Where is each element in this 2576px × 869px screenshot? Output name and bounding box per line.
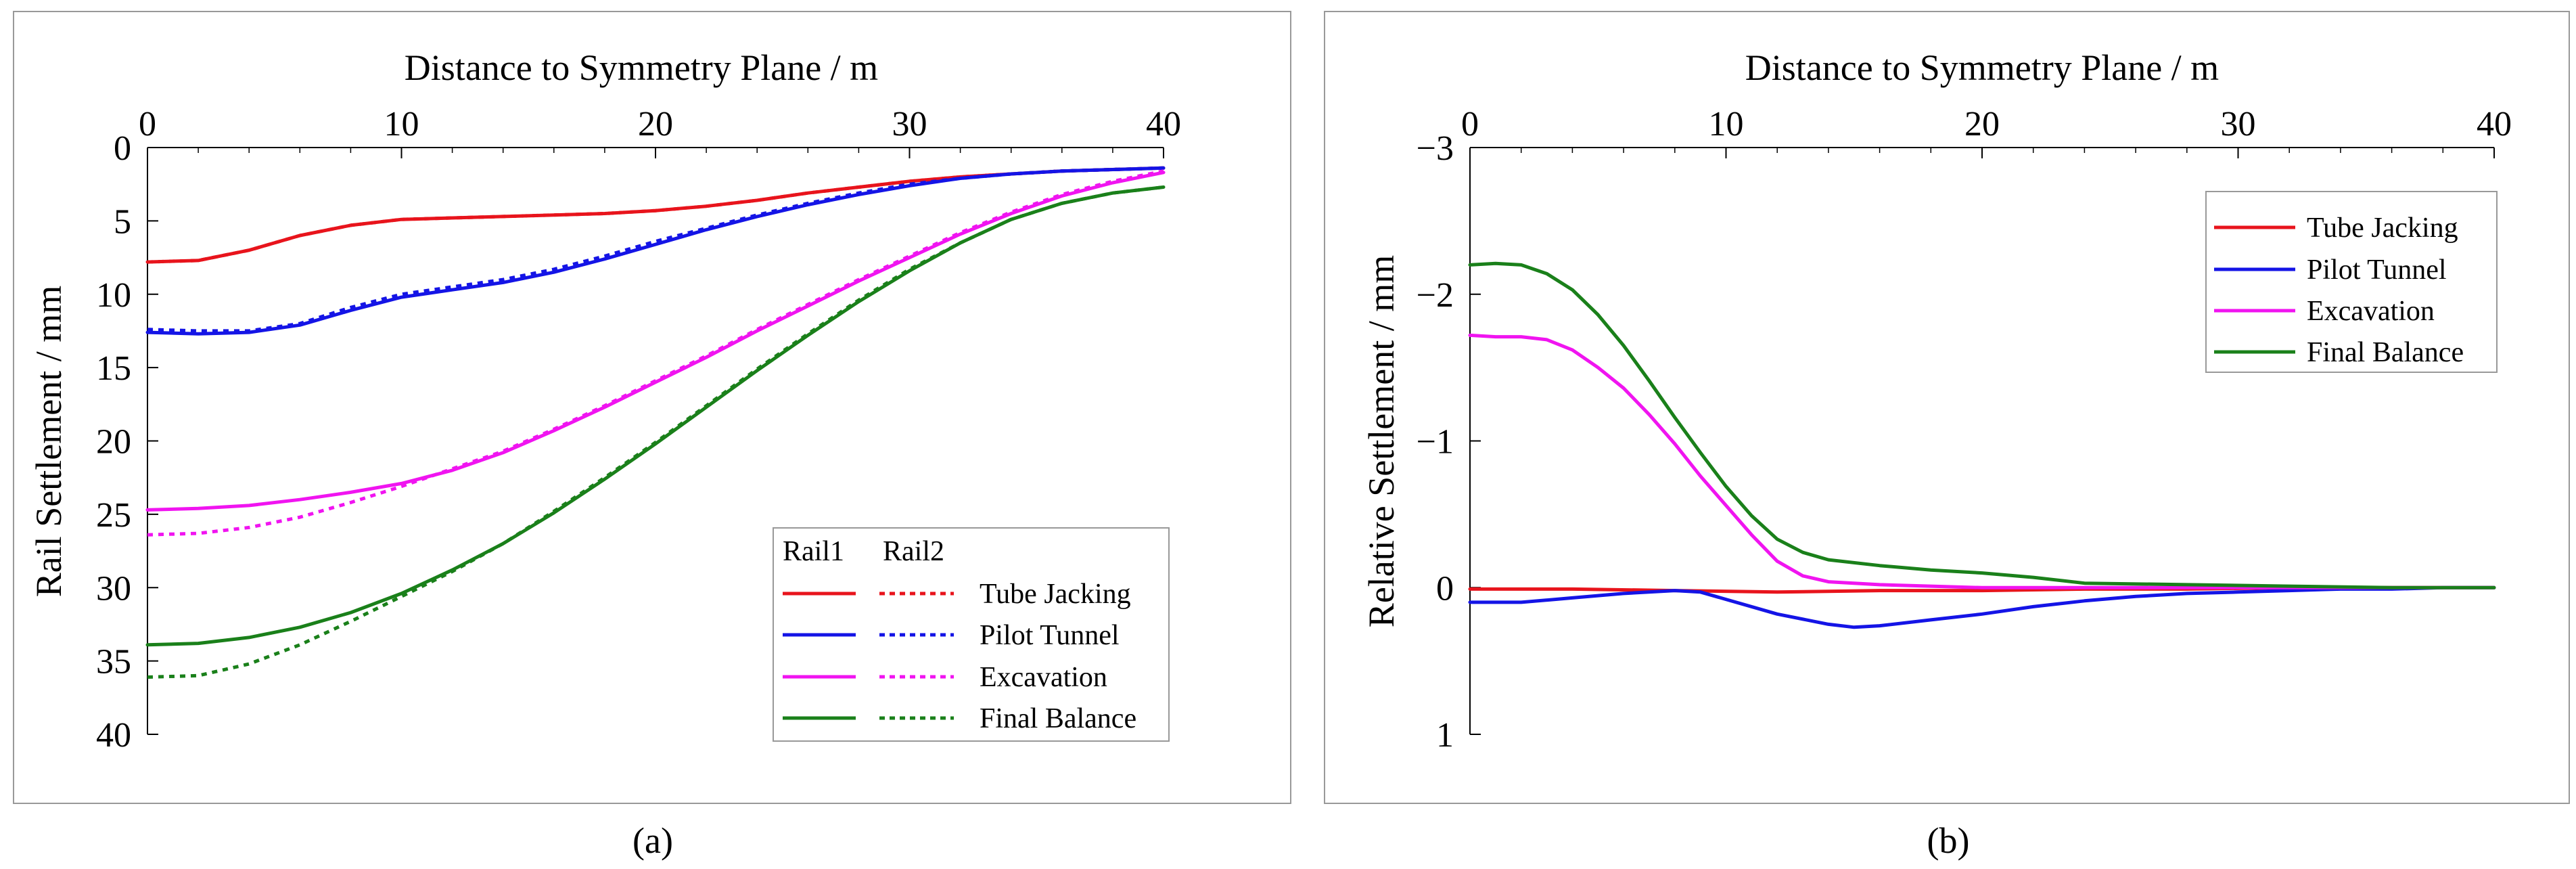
panel-b: Distance to Symmetry Plane / m Relative …	[1324, 11, 2570, 861]
panel-a-x-tick-label: 30	[892, 105, 927, 143]
panel-a-y-tick-label: 5	[114, 202, 131, 241]
panel-b-x-tick-label: 30	[2221, 105, 2256, 143]
panel-b-plot	[1468, 261, 2496, 629]
panel-a-caption: (a)	[632, 820, 673, 861]
panel-a-legend: Rail1 Rail2 Tube Jacking Pilot Tunnel Ex…	[773, 527, 1170, 742]
panel-b-x-tick-label: 40	[2477, 105, 2512, 143]
panel-a-legend-header-rail2: Rail2	[883, 536, 944, 567]
panel-a-x-tick-label: 20	[638, 105, 673, 143]
panel-a-y-tick-label: 40	[96, 716, 131, 755]
panel-a-series-pilot-tunnel-rail2	[147, 166, 1164, 333]
panel-a-series-excavation-rail1	[145, 171, 1166, 512]
panel-a-plot	[145, 166, 1166, 679]
panel-b-frame	[1324, 11, 2570, 804]
panel-b-x-tick-label: 10	[1709, 105, 1744, 143]
panel-b-caption: (b)	[1927, 820, 1970, 861]
panel-a-series-final-balance-rail2	[147, 185, 1164, 679]
panel-a-y-axis-title: Rail Settlement / mm	[28, 286, 69, 597]
panel-b-x-tick-label: 20	[1964, 105, 2000, 143]
panel-a-series-excavation-rail2	[147, 169, 1164, 537]
panel-b-y-tick-label: 0	[1436, 569, 1454, 608]
panel-b-series-final-balance	[1468, 261, 2496, 589]
panel-a-legend-header-rail1: Rail1	[783, 536, 844, 567]
panel-b-legend-label-final-balance: Final Balance	[2307, 337, 2464, 368]
panel-a-legend-label-excavation: Excavation	[980, 662, 1107, 693]
panel-a-y-tick-label: 10	[96, 276, 131, 315]
panel-a-x-tick-label: 10	[384, 105, 419, 143]
panel-a-legend-label-pilot-tunnel: Pilot Tunnel	[980, 620, 1120, 651]
panel-b-y-tick-label: 1	[1436, 716, 1454, 755]
panel-a-legend-label-tube-jacking: Tube Jacking	[980, 579, 1131, 610]
panel-b-y-axis-title: Relative Settlement / mm	[1361, 255, 1402, 627]
panel-a-y-tick-label: 15	[96, 349, 131, 388]
panel-a-x-tick-label: 40	[1146, 105, 1181, 143]
panel-b-series-pilot-tunnel	[1468, 585, 2496, 629]
panel-b-x-axis-title: Distance to Symmetry Plane / m	[1745, 47, 2219, 88]
panel-b-legend-label-pilot-tunnel: Pilot Tunnel	[2307, 254, 2447, 286]
panel-a-y-tick-label: 35	[96, 643, 131, 682]
panel-a-x-axis-title: Distance to Symmetry Plane / m	[405, 47, 878, 88]
panel-b-y-tick-label: −3	[1417, 129, 1454, 168]
panel-a-series-pilot-tunnel-rail1	[145, 166, 1166, 336]
panel-b-y-tick-label: −2	[1417, 276, 1454, 315]
panel-a-legend-label-final-balance: Final Balance	[980, 703, 1136, 734]
panel-b-series-excavation	[1468, 333, 2496, 589]
panel-a-y-tick-label: 25	[96, 496, 131, 535]
panel-a: Distance to Symmetry Plane / m Rail Sett…	[13, 11, 1291, 861]
panel-b-legend-label-excavation: Excavation	[2307, 296, 2435, 327]
panel-b-legend: Tube Jacking Pilot Tunnel Excavation Fin…	[2205, 191, 2498, 373]
panel-a-x-tick-label: 0	[139, 105, 156, 143]
panel-a-axes: 0 10 20 30 40 0 5 10 15 20 25 30 35 40	[96, 105, 1181, 755]
panel-a-y-tick-label: 20	[96, 423, 131, 462]
panel-a-y-tick-label: 0	[114, 129, 131, 168]
panel-b-axes: 0 10 20 30 40 −3 −2 −1 0 1	[1417, 105, 2512, 755]
panel-a-y-tick-label: 30	[96, 569, 131, 608]
panel-b-y-tick-label: −1	[1417, 423, 1454, 462]
panel-b-x-tick-label: 0	[1461, 105, 1479, 143]
panel-b-legend-box	[2205, 191, 2498, 373]
panel-b-legend-label-tube-jacking: Tube Jacking	[2307, 213, 2458, 244]
panel-a-frame	[13, 11, 1291, 804]
panel-a-series-tube-jacking-rail2	[147, 166, 1164, 264]
